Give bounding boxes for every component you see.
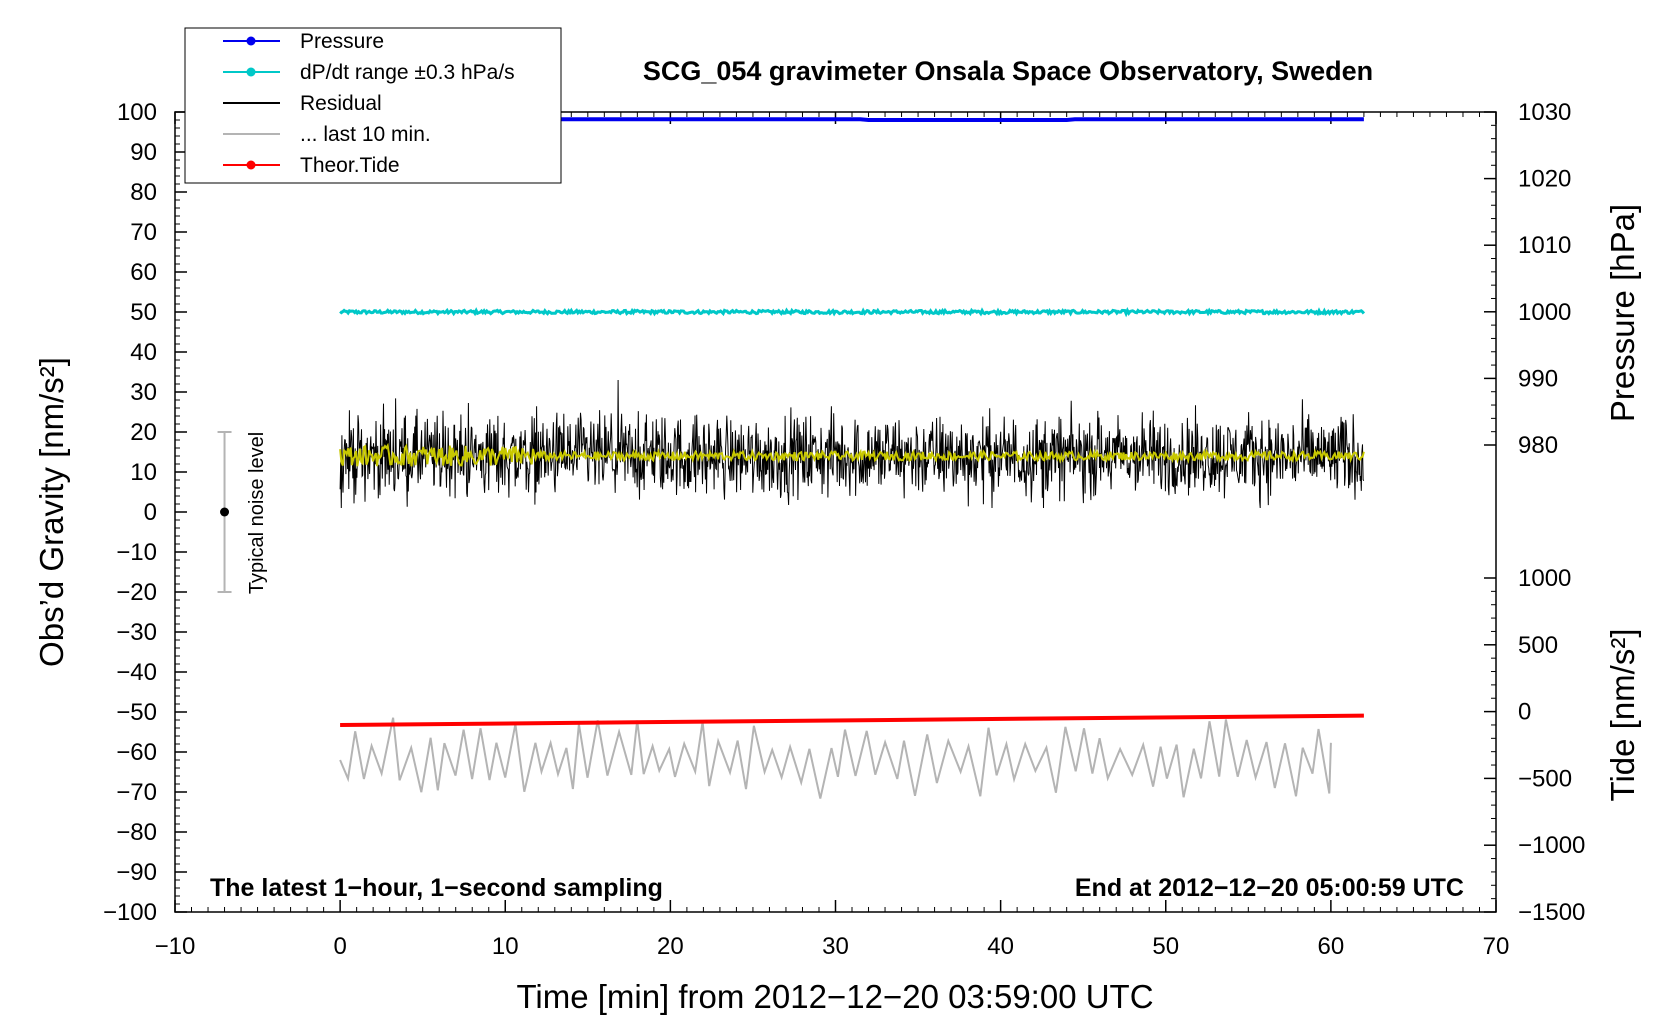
pressure-axis-label: Pressure [hPa] <box>1604 204 1641 422</box>
legend-label: Pressure <box>300 30 384 53</box>
y-tick-label: −80 <box>116 819 157 846</box>
tide-axis-label: Tide [nm/s²] <box>1604 629 1641 802</box>
tide-tick-label: 500 <box>1518 632 1558 659</box>
legend-items: Pressure dP/dt range ±0.3 hPa/s Residual..… <box>223 30 515 177</box>
legend-marker <box>246 160 256 170</box>
y-tick-label: 90 <box>130 139 157 166</box>
y-tick-label: 100 <box>117 99 157 126</box>
y-tick-label: −50 <box>116 699 157 726</box>
pressure-tick-label: 980 <box>1518 432 1558 459</box>
legend-label: Theor.Tide <box>300 154 400 177</box>
y-axis-label: Obs’d Gravity [nm/s²] <box>33 357 70 667</box>
series-dpdt-line <box>339 306 1366 318</box>
y-tick-label: 30 <box>130 379 157 406</box>
pressure-tick-label: 1010 <box>1518 232 1571 259</box>
x-tick-label: 30 <box>822 933 849 960</box>
x-axis-label: Time [min] from 2012−12−20 03:59:00 UTC <box>516 978 1153 1015</box>
legend-label: ... last 10 min. <box>300 123 431 146</box>
y-tick-label: 70 <box>130 219 157 246</box>
chart-title: SCG_054 gravimeter Onsala Space Observat… <box>643 56 1373 86</box>
y-tick-label: 80 <box>130 179 157 206</box>
noise-level-label: Typical noise level <box>246 432 268 594</box>
series-pressure-line <box>340 117 1364 122</box>
plot-area <box>174 111 1497 913</box>
series-residual-line <box>339 379 1365 509</box>
legend-marker <box>246 67 256 77</box>
y-tick-label: 10 <box>130 459 157 486</box>
y-tick-label: 60 <box>130 259 157 286</box>
x-tick-label: 20 <box>657 933 684 960</box>
y-tick-label: 50 <box>130 299 157 326</box>
x-tick-label: 40 <box>987 933 1014 960</box>
annotation-sampling: The latest 1−hour, 1−second sampling <box>210 874 663 902</box>
legend-marker <box>246 36 256 46</box>
legend-box <box>184 27 562 184</box>
y-tick-label: −90 <box>116 859 157 886</box>
y-tick-label: −100 <box>103 899 157 926</box>
tide-tick-label: 0 <box>1518 699 1531 726</box>
y-tick-label: 40 <box>130 339 157 366</box>
x-tick-label: 0 <box>333 933 346 960</box>
ticks-layer: −10 0 10 20 30 40 50 60 701009080706050403020100… <box>103 99 1585 960</box>
y-tick-label: −10 <box>116 539 157 566</box>
tide-tick-label: −500 <box>1518 765 1572 792</box>
pressure-tick-label: 1030 <box>1518 99 1571 126</box>
pressure-tick-label: 990 <box>1518 365 1558 392</box>
tide-tick-label: −1500 <box>1518 899 1585 926</box>
x-tick-label: 50 <box>1152 933 1179 960</box>
legend-label: dP/dt range ±0.3 hPa/s <box>300 61 515 84</box>
y-tick-label: 0 <box>144 499 157 526</box>
x-tick-label: 10 <box>492 933 519 960</box>
noise-level-indicator: Typical noise level <box>217 431 268 594</box>
series-tide-line <box>340 713 1364 727</box>
series-last-10-min-line <box>339 717 1332 799</box>
legend-label: Residual <box>300 92 382 115</box>
tide-tick-label: 1000 <box>1518 565 1571 592</box>
y-tick-label: −60 <box>116 739 157 766</box>
y-tick-label: −30 <box>116 619 157 646</box>
annotation-end-time: End at 2012−12−20 05:00:59 UTC <box>1075 874 1464 902</box>
y-tick-label: −70 <box>116 779 157 806</box>
y-tick-label: 20 <box>130 419 157 446</box>
y-tick-label: −20 <box>116 579 157 606</box>
y-tick-label: −40 <box>116 659 157 686</box>
series-layer <box>339 117 1366 799</box>
x-tick-label: 60 <box>1318 933 1345 960</box>
x-tick-label: 70 <box>1483 933 1510 960</box>
pressure-tick-label: 1000 <box>1518 299 1571 326</box>
noise-level-dot <box>220 507 230 517</box>
pressure-tick-label: 1020 <box>1518 166 1571 193</box>
series-residual-smoothed-line <box>339 442 1365 467</box>
tide-tick-label: −1000 <box>1518 832 1585 859</box>
x-tick-label: −10 <box>155 933 196 960</box>
legend: Pressure dP/dt range ±0.3 hPa/s Residual..… <box>184 27 562 184</box>
